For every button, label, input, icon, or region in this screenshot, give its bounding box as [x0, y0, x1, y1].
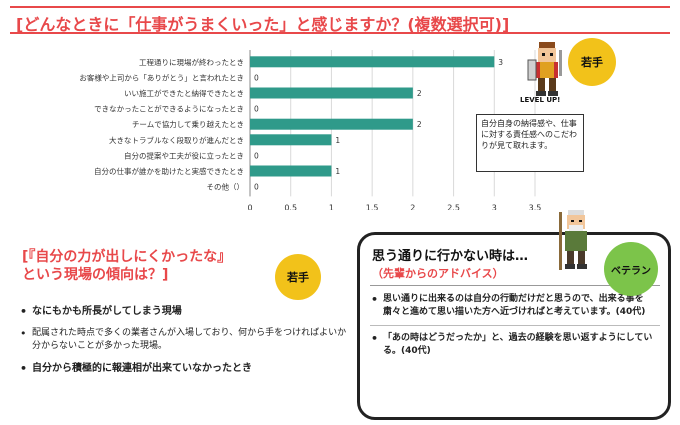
- x-tick-label: 1.5: [366, 203, 379, 210]
- divider: [370, 325, 660, 326]
- category-label: その他（）: [207, 182, 245, 192]
- x-tick-label: 3.5: [529, 203, 542, 210]
- advice-heading: 思う通りに行かない時は…: [372, 249, 529, 264]
- list-item: なにもかも所長がしてしまう現場: [18, 305, 348, 318]
- data-label: 1: [335, 136, 340, 145]
- x-tick-label: 3: [492, 203, 497, 210]
- left-heading: [『自分の力が出しにくかったな』 という現場の傾向は？]: [22, 248, 231, 284]
- advice-list: 思い通りに出来るのは自分の行動だけだと思うので、出来る事を粛々と進めて思い描いた…: [370, 293, 660, 364]
- x-tick-label: 0: [247, 203, 252, 210]
- data-label: 3: [498, 58, 503, 67]
- pixel-elder-icon: [559, 210, 587, 270]
- data-label: 0: [254, 151, 259, 160]
- young-badge-left: 若手: [275, 254, 321, 300]
- category-label: チームで協力して乗り越えたとき: [132, 119, 244, 129]
- left-heading-line-1: [『自分の力が出しにくかったな』: [22, 249, 232, 265]
- data-label: 0: [254, 105, 259, 114]
- data-label: 0: [254, 183, 259, 192]
- list-item: 思い通りに出来るのは自分の行動だけだと思うので、出来る事を粛々と進めて思い描いた…: [370, 293, 660, 319]
- x-tick-label: 0.5: [284, 203, 297, 210]
- data-label: 1: [335, 167, 340, 176]
- bar-chart: 0 0.5 1 1.5 2 2.5 3 3.5 工程通りに現場が終わったとき 3 お客様や上司から「…: [79, 50, 542, 210]
- veteran-illustration: [556, 206, 596, 276]
- pixel-warrior-icon: [527, 42, 562, 96]
- bar: [250, 134, 332, 146]
- left-list: なにもかも所長がしてしまう現場 配属された時点で多くの業者さんが入場しており、何…: [18, 305, 348, 384]
- data-label: 2: [417, 120, 422, 129]
- category-label: 工程通りに現場が終わったとき: [139, 57, 244, 67]
- list-item: 配属された時点で多くの業者さんが入場しており、何から手をつければよいか分からない…: [18, 327, 348, 353]
- category-label: いい施工ができたと納得できたとき: [124, 88, 244, 98]
- data-label: 2: [417, 89, 422, 98]
- category-label: 自分の提案や工夫が役に立ったとき: [124, 150, 244, 160]
- divider: [370, 285, 660, 286]
- category-label: 大きなトラブルなく段取りが進んだとき: [109, 135, 244, 145]
- x-tick-label: 2: [410, 203, 415, 210]
- bar: [250, 165, 332, 177]
- x-tick-label: 2.5: [447, 203, 460, 210]
- commentary-note: 自分自身の納得感や、仕事に対する責任感へのこだわりが見て取れます。: [476, 114, 584, 172]
- category-label: 自分の仕事が誰かを助けたと実感できたとき: [94, 166, 244, 176]
- category-label: できなかったことができるようになったとき: [94, 104, 244, 114]
- list-item: 自分から積極的に報連相が出来ていなかったとき: [18, 362, 348, 375]
- young-badge-top: 若手: [568, 38, 616, 86]
- veteran-badge: ベテラン: [604, 242, 658, 296]
- levelup-label: LEVEL UP!: [520, 96, 561, 104]
- list-item: 「あの時はどうだったか」と、過去の経験を思い返すようにしている。(40代): [370, 332, 660, 358]
- left-heading-line-2: という現場の傾向は？]: [22, 267, 169, 283]
- bar: [250, 87, 413, 99]
- data-label: 0: [254, 73, 259, 82]
- bar: [250, 56, 495, 68]
- young-worker-illustration: [526, 40, 568, 102]
- page-title: [どんなときに「仕事がうまくいった」と感じますか？(複数選択可)]: [16, 15, 510, 34]
- title-bar: [どんなときに「仕事がうまくいった」と感じますか？(複数選択可)]: [10, 6, 670, 34]
- advice-subheading: （先輩からのアドバイス）: [372, 267, 504, 280]
- bar: [250, 118, 413, 130]
- category-label: お客様や上司から「ありがとう」と言われたとき: [79, 72, 244, 82]
- x-tick-label: 1: [329, 203, 334, 210]
